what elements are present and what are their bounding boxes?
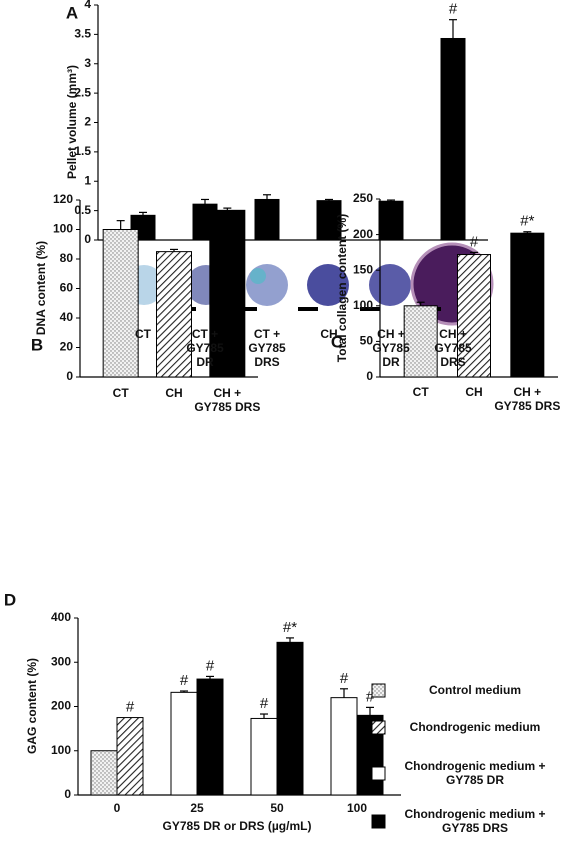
legend-swatch [371, 683, 386, 698]
y-tick-label: 0 [64, 787, 71, 801]
legend-label: Control medium [429, 683, 521, 697]
y-tick-label: 3 [84, 56, 91, 70]
x-tick-label: CH + GY785 DRS [494, 385, 561, 413]
x-tick-label: CH + GY785 DR [372, 327, 410, 369]
y-tick-label: 150 [353, 262, 373, 276]
y-tick-label: 100 [51, 743, 71, 757]
y-tick-label: 120 [53, 192, 73, 206]
x-tick-label: CH [320, 327, 338, 341]
y-tick-label: 200 [353, 227, 373, 241]
significance-mark: #* [520, 213, 534, 230]
y-tick-label: 2.5 [74, 85, 91, 99]
bar [510, 232, 545, 378]
y-axis-label: Pellet volume (mm³) [65, 65, 79, 179]
significance-mark: # [340, 670, 349, 687]
legend-label: Chondrogenic medium + GY785 DR [404, 759, 546, 787]
x-tick-label: 100 [346, 801, 368, 815]
legend-swatch [371, 814, 386, 829]
y-tick-label: 80 [60, 251, 74, 265]
bar [440, 37, 466, 241]
bar [378, 200, 404, 241]
y-tick-label: 0 [84, 232, 91, 246]
significance-mark: #* [283, 619, 297, 636]
y-tick-label: 50 [360, 334, 374, 348]
legend-label: Chondrogenic medium + GY785 DRS [404, 807, 546, 835]
y-tick-label: 300 [51, 654, 71, 668]
panel-label: D [4, 590, 16, 609]
y-tick-label: 40 [60, 310, 74, 324]
x-tick-label: CT [135, 327, 151, 341]
y-tick-label: 1 [84, 173, 91, 187]
x-axis-label: GY785 DR or DRS (µg/mL) [162, 819, 312, 833]
legend-label: Chondrogenic medium [409, 720, 541, 734]
x-tick-label: CH + GY785 DRS [434, 327, 472, 369]
panel-label: A [66, 3, 78, 22]
y-tick-label: 0.5 [74, 203, 91, 217]
x-tick-label: CT + GY785 DR [186, 327, 224, 369]
significance-mark: # [260, 695, 269, 712]
legend-swatch [371, 766, 386, 781]
panel-label: B [31, 335, 43, 354]
bar [130, 214, 156, 241]
bar [250, 717, 278, 796]
panel-label: C [331, 332, 343, 351]
bar [276, 641, 304, 796]
x-tick-label: CH [465, 385, 483, 399]
y-tick-label: 100 [353, 298, 373, 312]
y-axis-label: Total collagen content (%) [335, 214, 349, 362]
legend-swatch [371, 720, 386, 735]
bar [209, 209, 246, 378]
bar [116, 717, 144, 796]
x-tick-label: CT [412, 385, 429, 399]
y-tick-label: 200 [51, 699, 71, 713]
significance-mark: # [449, 1, 458, 18]
y-tick-label: 250 [353, 191, 373, 205]
y-tick-label: 60 [60, 281, 74, 295]
y-tick-label: 4 [84, 0, 91, 11]
bar [90, 750, 118, 796]
x-tick-label: CT + GY785 DRS [248, 327, 286, 369]
x-tick-label: 0 [113, 801, 121, 815]
bar [102, 229, 139, 378]
y-tick-label: 2 [84, 115, 91, 129]
y-tick-label: 400 [51, 610, 71, 624]
y-tick-label: 0 [366, 369, 373, 383]
bar [170, 691, 198, 796]
bar [254, 198, 280, 241]
x-tick-label: CH + GY785 DRS [194, 386, 261, 414]
y-tick-label: 100 [53, 222, 73, 236]
x-tick-label: 25 [190, 801, 204, 815]
y-tick-label: 3.5 [74, 27, 91, 41]
x-tick-label: 50 [270, 801, 284, 815]
y-tick-label: 0 [66, 369, 73, 383]
x-tick-label: CT [112, 386, 129, 400]
y-tick-label: 1.5 [74, 144, 91, 158]
significance-mark: # [126, 699, 135, 716]
x-tick-label: CH [165, 386, 183, 400]
significance-mark: # [470, 233, 479, 250]
bar [316, 200, 342, 241]
y-axis-label: GAG content (%) [25, 658, 39, 754]
significance-mark: # [206, 657, 215, 674]
bar [403, 305, 438, 378]
significance-mark: # [180, 672, 189, 689]
y-tick-label: 20 [60, 340, 74, 354]
bar [196, 678, 224, 796]
bar [330, 697, 358, 796]
significance-mark: # [366, 688, 375, 705]
y-axis-label: DNA content (%) [34, 241, 48, 335]
